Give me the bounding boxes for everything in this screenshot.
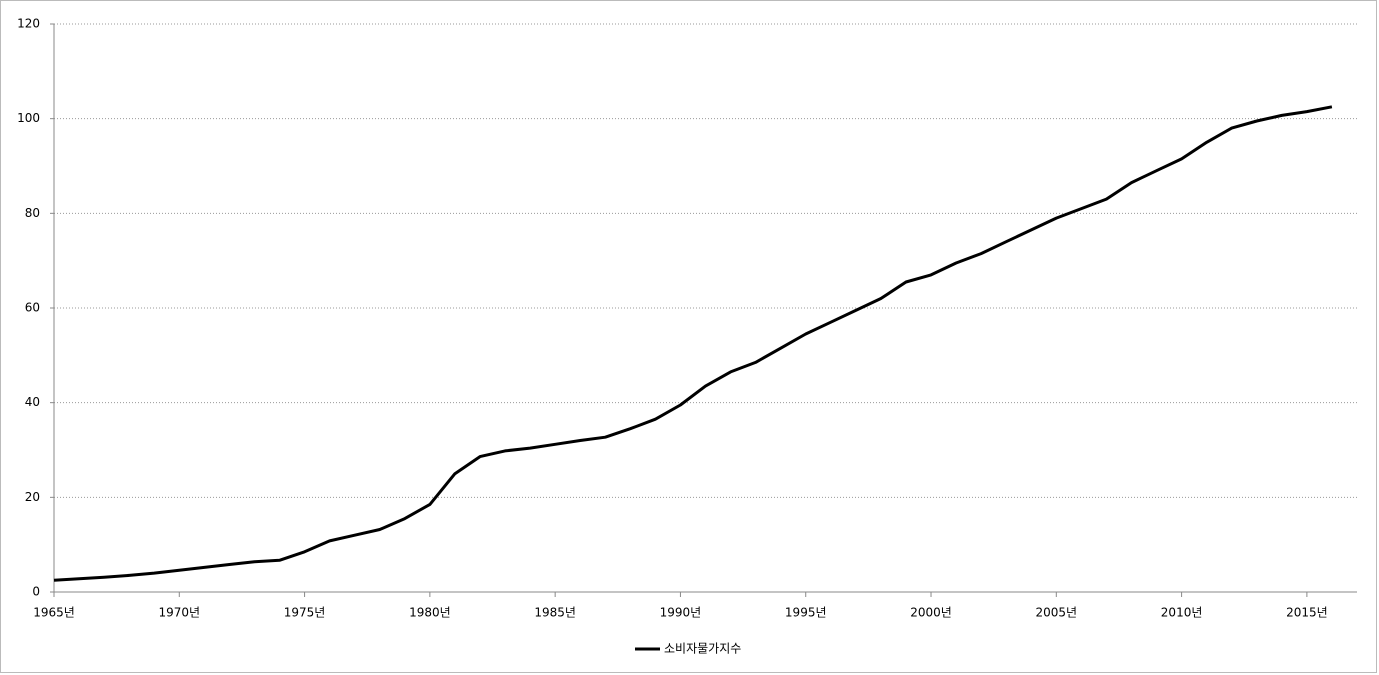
x-tick-label: 1965년 [33, 606, 75, 620]
x-tick-label: 2010년 [1161, 606, 1203, 620]
data-line [53, 105, 1333, 582]
y-tick-label: 100 [17, 111, 40, 125]
x-tick-label: 1980년 [409, 606, 451, 620]
x-tick-label: 2005년 [1036, 606, 1078, 620]
x-tick-label: 1975년 [284, 606, 326, 620]
x-tick-label: 2015년 [1286, 606, 1328, 620]
x-tick-label: 1970년 [158, 606, 200, 620]
x-tick-label: 1990년 [660, 606, 702, 620]
legend-label: 소비자물가지수 [664, 642, 741, 656]
y-tick-label: 80 [25, 206, 40, 220]
y-tick-label: 0 [32, 585, 40, 599]
x-tick-label: 2000년 [910, 606, 952, 620]
x-tick-label: 1995년 [785, 606, 827, 620]
x-tick-label: 1985년 [534, 606, 576, 620]
y-tick-label: 60 [25, 301, 40, 315]
y-tick-label: 120 [17, 17, 40, 31]
y-tick-label: 20 [25, 490, 40, 504]
y-tick-label: 40 [25, 395, 40, 409]
